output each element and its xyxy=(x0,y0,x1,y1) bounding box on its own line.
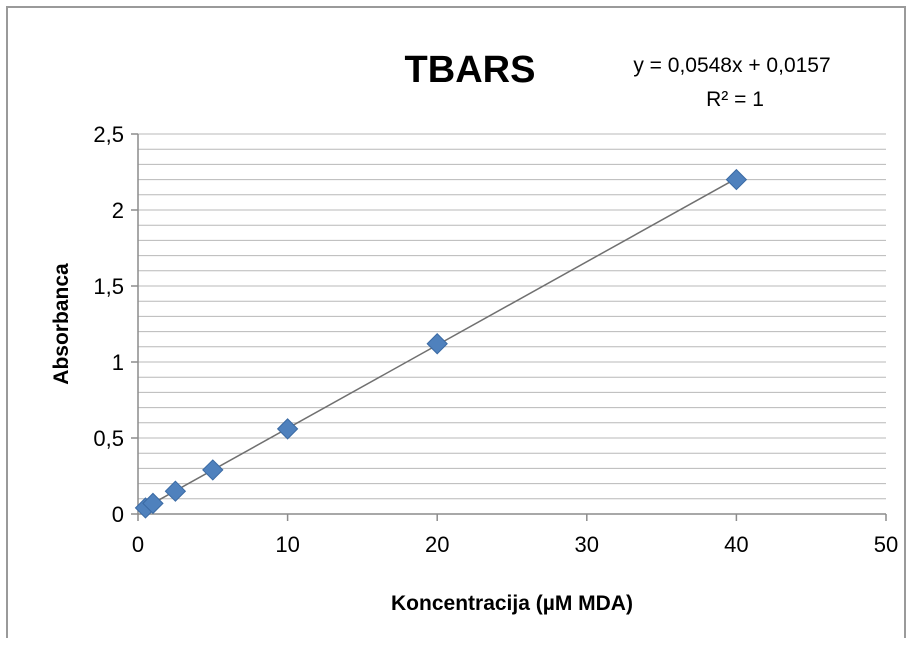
data-point xyxy=(725,168,748,191)
y-tick-label: 2,5 xyxy=(93,122,124,147)
y-tick-label: 2 xyxy=(112,198,124,223)
chart-frame xyxy=(6,6,906,638)
tick-labels: 0 0,5 1 1,5 2 2,5 0 10 20 30 40 50 xyxy=(93,122,898,557)
y-tick-label: 0 xyxy=(112,502,124,527)
y-axis-label: Absorbanca xyxy=(50,263,73,385)
data-point xyxy=(164,480,187,502)
r-squared-label: R² = 1 xyxy=(706,88,764,111)
axes xyxy=(131,133,887,521)
data-point xyxy=(426,333,448,355)
x-tick-label: 30 xyxy=(575,532,599,557)
data-point xyxy=(276,418,299,440)
data-point xyxy=(202,459,224,481)
x-tick-label: 40 xyxy=(724,532,748,557)
y-tick-label: 1,5 xyxy=(93,274,124,299)
x-tick-label: 50 xyxy=(874,532,898,557)
data-point xyxy=(142,492,164,515)
x-tick-label: 0 xyxy=(132,532,144,557)
y-tick-label: 1 xyxy=(112,350,124,375)
gridlines xyxy=(138,133,886,500)
trendline-equation: y = 0,0548x + 0,0157 xyxy=(633,54,830,77)
data-points xyxy=(134,168,748,519)
x-axis-label: Koncentracija (µM MDA) xyxy=(391,592,633,615)
chart-title: TBARS xyxy=(405,49,536,91)
x-tick-label: 10 xyxy=(275,532,299,557)
y-tick-label: 0,5 xyxy=(93,426,124,451)
x-tick-label: 20 xyxy=(425,532,449,557)
